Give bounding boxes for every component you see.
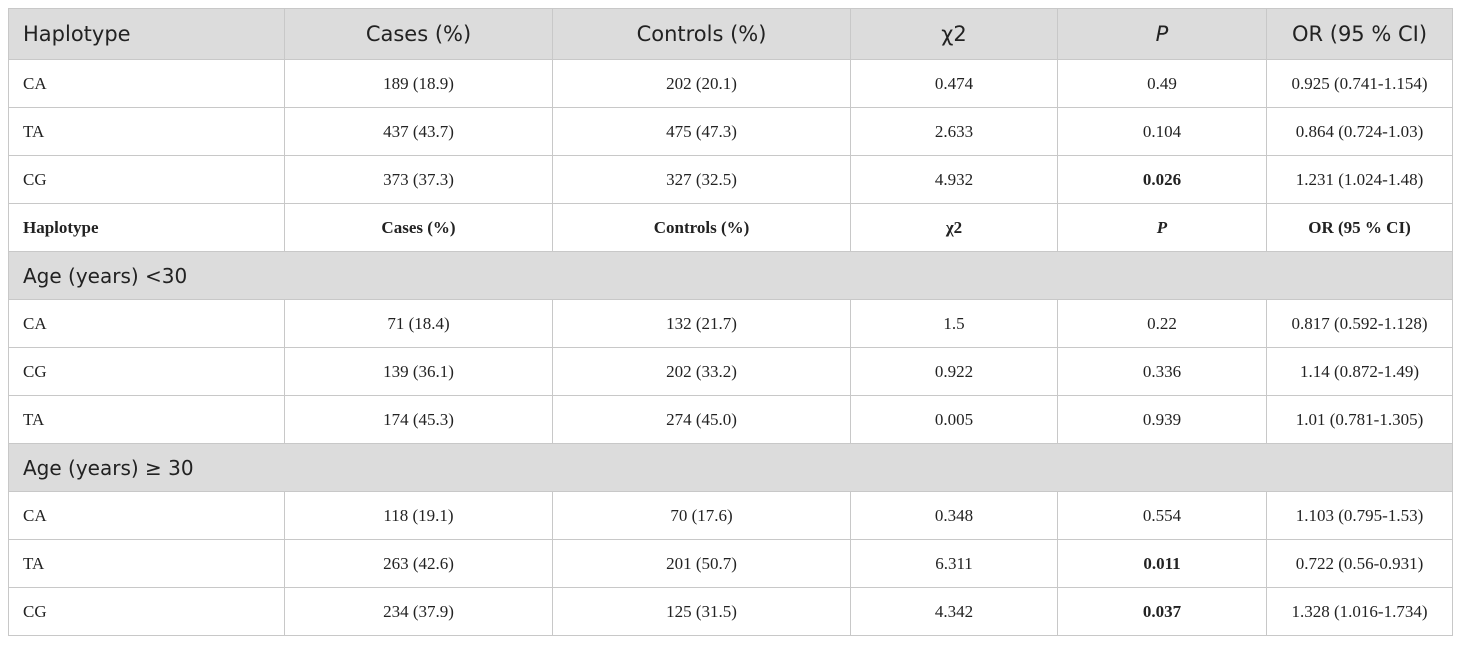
group-row-over-30: Age (years) ≥ 30 [8,443,1453,492]
header-p: P [1057,8,1267,60]
cell-cases: 118 (19.1) [284,491,553,540]
cell-chi2: 0.474 [850,59,1058,108]
header-controls: Controls (%) [552,8,851,60]
cell-p: 0.22 [1057,299,1267,348]
table-row: CG 373 (37.3) 327 (32.5) 4.932 0.026 1.2… [8,155,1453,204]
cell-cases: 437 (43.7) [284,107,553,156]
cell-controls: 201 (50.7) [552,539,851,588]
cell-p: 0.011 [1057,539,1267,588]
haplotype-table: Haplotype Cases (%) Controls (%) χ2 P OR… [8,8,1453,636]
cell-cases: 174 (45.3) [284,395,553,444]
table-row: CA 71 (18.4) 132 (21.7) 1.5 0.22 0.817 (… [8,299,1453,348]
subheader-p: P [1057,203,1267,252]
cell-controls: 70 (17.6) [552,491,851,540]
cell-p: 0.037 [1057,587,1267,636]
cell-controls: 132 (21.7) [552,299,851,348]
table-row: CG 139 (36.1) 202 (33.2) 0.922 0.336 1.1… [8,347,1453,396]
cell-p: 0.104 [1057,107,1267,156]
cell-haplotype: TA [8,107,285,156]
group-label: Age (years) <30 [8,251,1453,300]
subheader-haplotype: Haplotype [8,203,285,252]
cell-or: 1.14 (0.872-1.49) [1266,347,1453,396]
cell-haplotype: CG [8,155,285,204]
cell-cases: 71 (18.4) [284,299,553,348]
table-row: TA 263 (42.6) 201 (50.7) 6.311 0.011 0.7… [8,539,1453,588]
cell-chi2: 4.342 [850,587,1058,636]
cell-controls: 327 (32.5) [552,155,851,204]
cell-cases: 263 (42.6) [284,539,553,588]
subheader-row: Haplotype Cases (%) Controls (%) χ2 P OR… [8,203,1453,252]
cell-controls: 125 (31.5) [552,587,851,636]
cell-p: 0.336 [1057,347,1267,396]
cell-haplotype: CG [8,587,285,636]
subheader-chi2: χ2 [850,203,1058,252]
cell-haplotype: CA [8,59,285,108]
cell-or: 1.231 (1.024-1.48) [1266,155,1453,204]
cell-cases: 373 (37.3) [284,155,553,204]
cell-cases: 234 (37.9) [284,587,553,636]
cell-haplotype: CG [8,347,285,396]
header-haplotype: Haplotype [8,8,285,60]
cell-or: 1.328 (1.016-1.734) [1266,587,1453,636]
cell-p: 0.026 [1057,155,1267,204]
cell-controls: 475 (47.3) [552,107,851,156]
cell-haplotype: TA [8,539,285,588]
cell-haplotype: CA [8,491,285,540]
cell-chi2: 4.932 [850,155,1058,204]
cell-cases: 139 (36.1) [284,347,553,396]
cell-controls: 274 (45.0) [552,395,851,444]
cell-or: 1.103 (0.795-1.53) [1266,491,1453,540]
cell-chi2: 6.311 [850,539,1058,588]
table-row: TA 437 (43.7) 475 (47.3) 2.633 0.104 0.8… [8,107,1453,156]
cell-chi2: 0.922 [850,347,1058,396]
cell-haplotype: TA [8,395,285,444]
subheader-cases: Cases (%) [284,203,553,252]
header-or: OR (95 % CI) [1266,8,1453,60]
cell-haplotype: CA [8,299,285,348]
cell-p: 0.49 [1057,59,1267,108]
table-row: TA 174 (45.3) 274 (45.0) 0.005 0.939 1.0… [8,395,1453,444]
cell-or: 0.925 (0.741-1.154) [1266,59,1453,108]
cell-chi2: 0.348 [850,491,1058,540]
group-row-under-30: Age (years) <30 [8,251,1453,300]
cell-cases: 189 (18.9) [284,59,553,108]
cell-p: 0.554 [1057,491,1267,540]
table-row: CG 234 (37.9) 125 (31.5) 4.342 0.037 1.3… [8,587,1453,636]
header-row: Haplotype Cases (%) Controls (%) χ2 P OR… [8,8,1453,60]
cell-p: 0.939 [1057,395,1267,444]
header-chi2: χ2 [850,8,1058,60]
table-header: Haplotype Cases (%) Controls (%) χ2 P OR… [8,8,1453,60]
table-body: CA 189 (18.9) 202 (20.1) 0.474 0.49 0.92… [8,59,1453,636]
table-row: CA 189 (18.9) 202 (20.1) 0.474 0.49 0.92… [8,59,1453,108]
cell-controls: 202 (20.1) [552,59,851,108]
table-row: CA 118 (19.1) 70 (17.6) 0.348 0.554 1.10… [8,491,1453,540]
cell-or: 0.864 (0.724-1.03) [1266,107,1453,156]
cell-chi2: 1.5 [850,299,1058,348]
group-label: Age (years) ≥ 30 [8,443,1453,492]
cell-or: 0.722 (0.56-0.931) [1266,539,1453,588]
cell-or: 1.01 (0.781-1.305) [1266,395,1453,444]
cell-chi2: 0.005 [850,395,1058,444]
cell-controls: 202 (33.2) [552,347,851,396]
subheader-or: OR (95 % CI) [1266,203,1453,252]
haplotype-table-container: Haplotype Cases (%) Controls (%) χ2 P OR… [8,8,1453,636]
cell-or: 0.817 (0.592-1.128) [1266,299,1453,348]
cell-chi2: 2.633 [850,107,1058,156]
header-cases: Cases (%) [284,8,553,60]
subheader-controls: Controls (%) [552,203,851,252]
